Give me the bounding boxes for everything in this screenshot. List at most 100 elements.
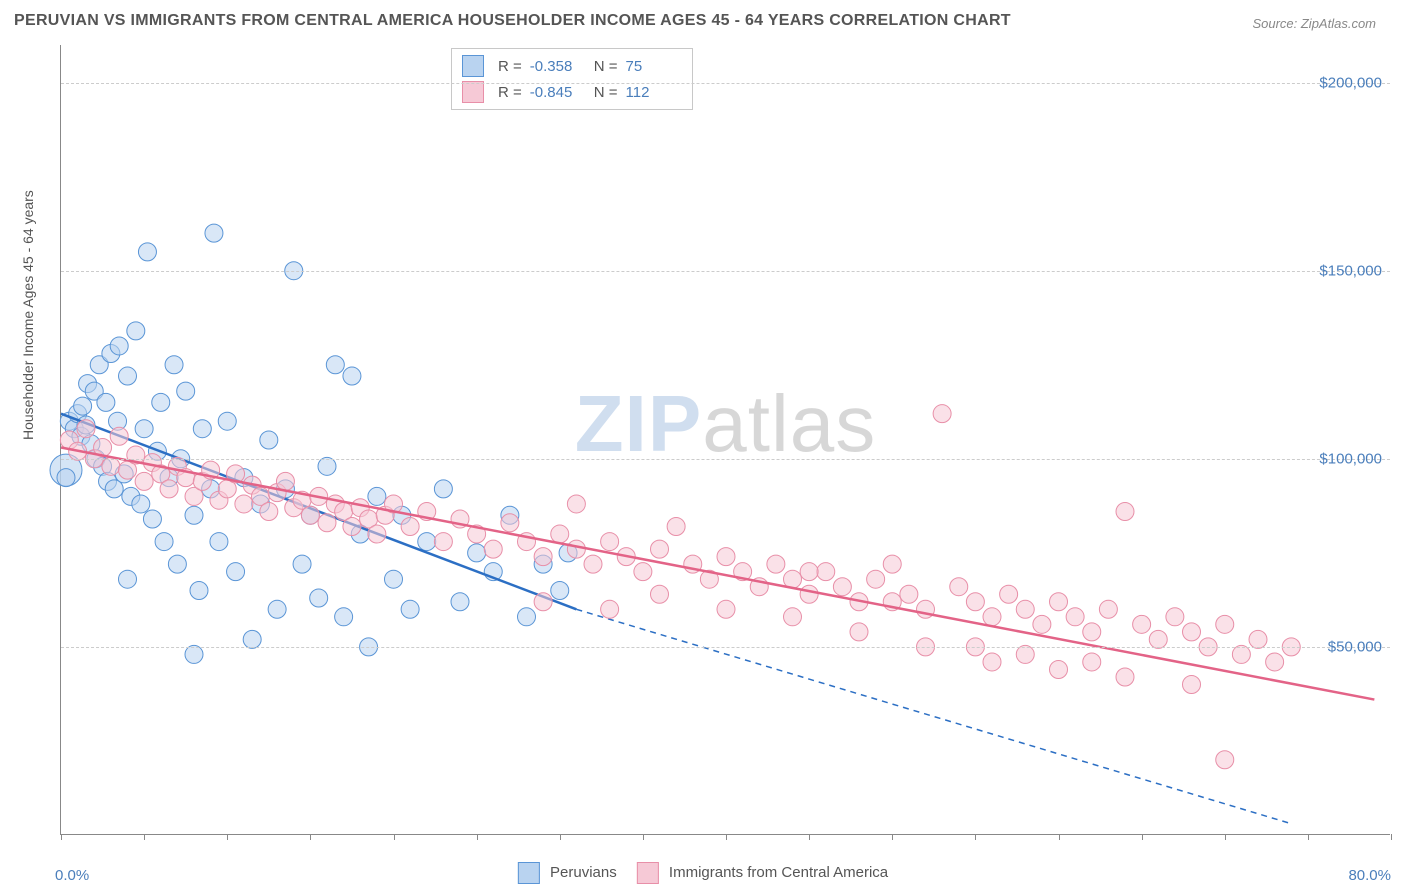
scatter-point <box>551 525 569 543</box>
scatter-point <box>800 585 818 603</box>
legend-label: Immigrants from Central America <box>669 864 888 881</box>
x-tick <box>1391 834 1392 840</box>
x-tick <box>892 834 893 840</box>
gridline <box>61 83 1390 84</box>
x-tick <box>1059 834 1060 840</box>
y-tick-label: $150,000 <box>1319 262 1382 279</box>
scatter-point <box>451 593 469 611</box>
scatter-point <box>77 420 95 438</box>
scatter-point <box>717 600 735 618</box>
gridline <box>61 647 1390 648</box>
x-tick <box>809 834 810 840</box>
scatter-point <box>260 502 278 520</box>
regression-extrapolation <box>576 609 1291 823</box>
scatter-point <box>138 243 156 261</box>
scatter-point <box>152 393 170 411</box>
scatter-point <box>551 581 569 599</box>
scatter-point <box>243 630 261 648</box>
x-axis-end-label: 80.0% <box>1348 867 1391 884</box>
scatter-point <box>193 420 211 438</box>
chart-title: PERUVIAN VS IMMIGRANTS FROM CENTRAL AMER… <box>14 12 1011 30</box>
x-tick <box>726 834 727 840</box>
scatter-point <box>57 469 75 487</box>
scatter-point <box>177 382 195 400</box>
scatter-point <box>74 397 92 415</box>
scatter-point <box>1232 645 1250 663</box>
scatter-point <box>1116 502 1134 520</box>
scatter-point <box>900 585 918 603</box>
scatter-point <box>717 548 735 566</box>
x-tick <box>310 834 311 840</box>
scatter-point <box>1050 593 1068 611</box>
scatter-point <box>293 555 311 573</box>
source-citation: Source: ZipAtlas.com <box>1252 16 1376 31</box>
scatter-point <box>401 518 419 536</box>
x-tick <box>477 834 478 840</box>
scatter-point <box>468 544 486 562</box>
scatter-point <box>227 563 245 581</box>
scatter-point <box>110 337 128 355</box>
scatter-point <box>401 600 419 618</box>
scatter-point <box>160 480 178 498</box>
scatter-point <box>434 480 452 498</box>
x-tick <box>643 834 644 840</box>
y-tick-label: $200,000 <box>1319 74 1382 91</box>
scatter-point <box>1183 623 1201 641</box>
scatter-point <box>97 393 115 411</box>
scatter-point <box>1083 623 1101 641</box>
scatter-point <box>1016 645 1034 663</box>
plot-area: ZIPatlas R = -0.358 N = 75 R = -0.845 N … <box>60 45 1390 835</box>
scatter-point <box>651 585 669 603</box>
scatter-point <box>983 653 1001 671</box>
scatter-point <box>933 405 951 423</box>
scatter-point <box>1116 668 1134 686</box>
scatter-point <box>368 525 386 543</box>
scatter-point <box>1216 615 1234 633</box>
scatter-point <box>983 608 1001 626</box>
scatter-point <box>418 533 436 551</box>
scatter-point <box>883 555 901 573</box>
scatter-point <box>343 367 361 385</box>
x-tick <box>1308 834 1309 840</box>
scatter-point <box>218 412 236 430</box>
x-tick <box>975 834 976 840</box>
gridline <box>61 271 1390 272</box>
scatter-point <box>135 420 153 438</box>
scatter-point <box>205 224 223 242</box>
scatter-point <box>800 563 818 581</box>
scatter-point <box>1066 608 1084 626</box>
x-tick <box>144 834 145 840</box>
scatter-point <box>1216 751 1234 769</box>
scatter-point <box>132 495 150 513</box>
scatter-point <box>584 555 602 573</box>
scatter-point <box>1133 615 1151 633</box>
scatter-point <box>567 495 585 513</box>
scatter-point <box>966 593 984 611</box>
x-tick <box>1142 834 1143 840</box>
x-tick <box>1225 834 1226 840</box>
scatter-point <box>950 578 968 596</box>
scatter-point <box>1249 630 1267 648</box>
scatter-point <box>165 356 183 374</box>
scatter-point <box>143 510 161 528</box>
scatter-point <box>1183 676 1201 694</box>
scatter-point <box>185 506 203 524</box>
scatter-point <box>102 457 120 475</box>
scatter-point <box>185 645 203 663</box>
scatter-point <box>1166 608 1184 626</box>
scatter-point <box>651 540 669 558</box>
scatter-point <box>343 518 361 536</box>
scatter-point <box>1016 600 1034 618</box>
scatter-point <box>833 578 851 596</box>
scatter-point <box>385 570 403 588</box>
scatter-point <box>850 623 868 641</box>
scatter-point <box>518 608 536 626</box>
bottom-legend: Peruvians Immigrants from Central Americ… <box>518 862 888 884</box>
legend-item-peruvian: Peruvians <box>518 862 617 884</box>
x-tick <box>227 834 228 840</box>
y-tick-label: $100,000 <box>1319 450 1382 467</box>
scatter-point <box>667 518 685 536</box>
scatter-point <box>110 427 128 445</box>
scatter-point <box>301 506 319 524</box>
x-tick <box>560 834 561 840</box>
